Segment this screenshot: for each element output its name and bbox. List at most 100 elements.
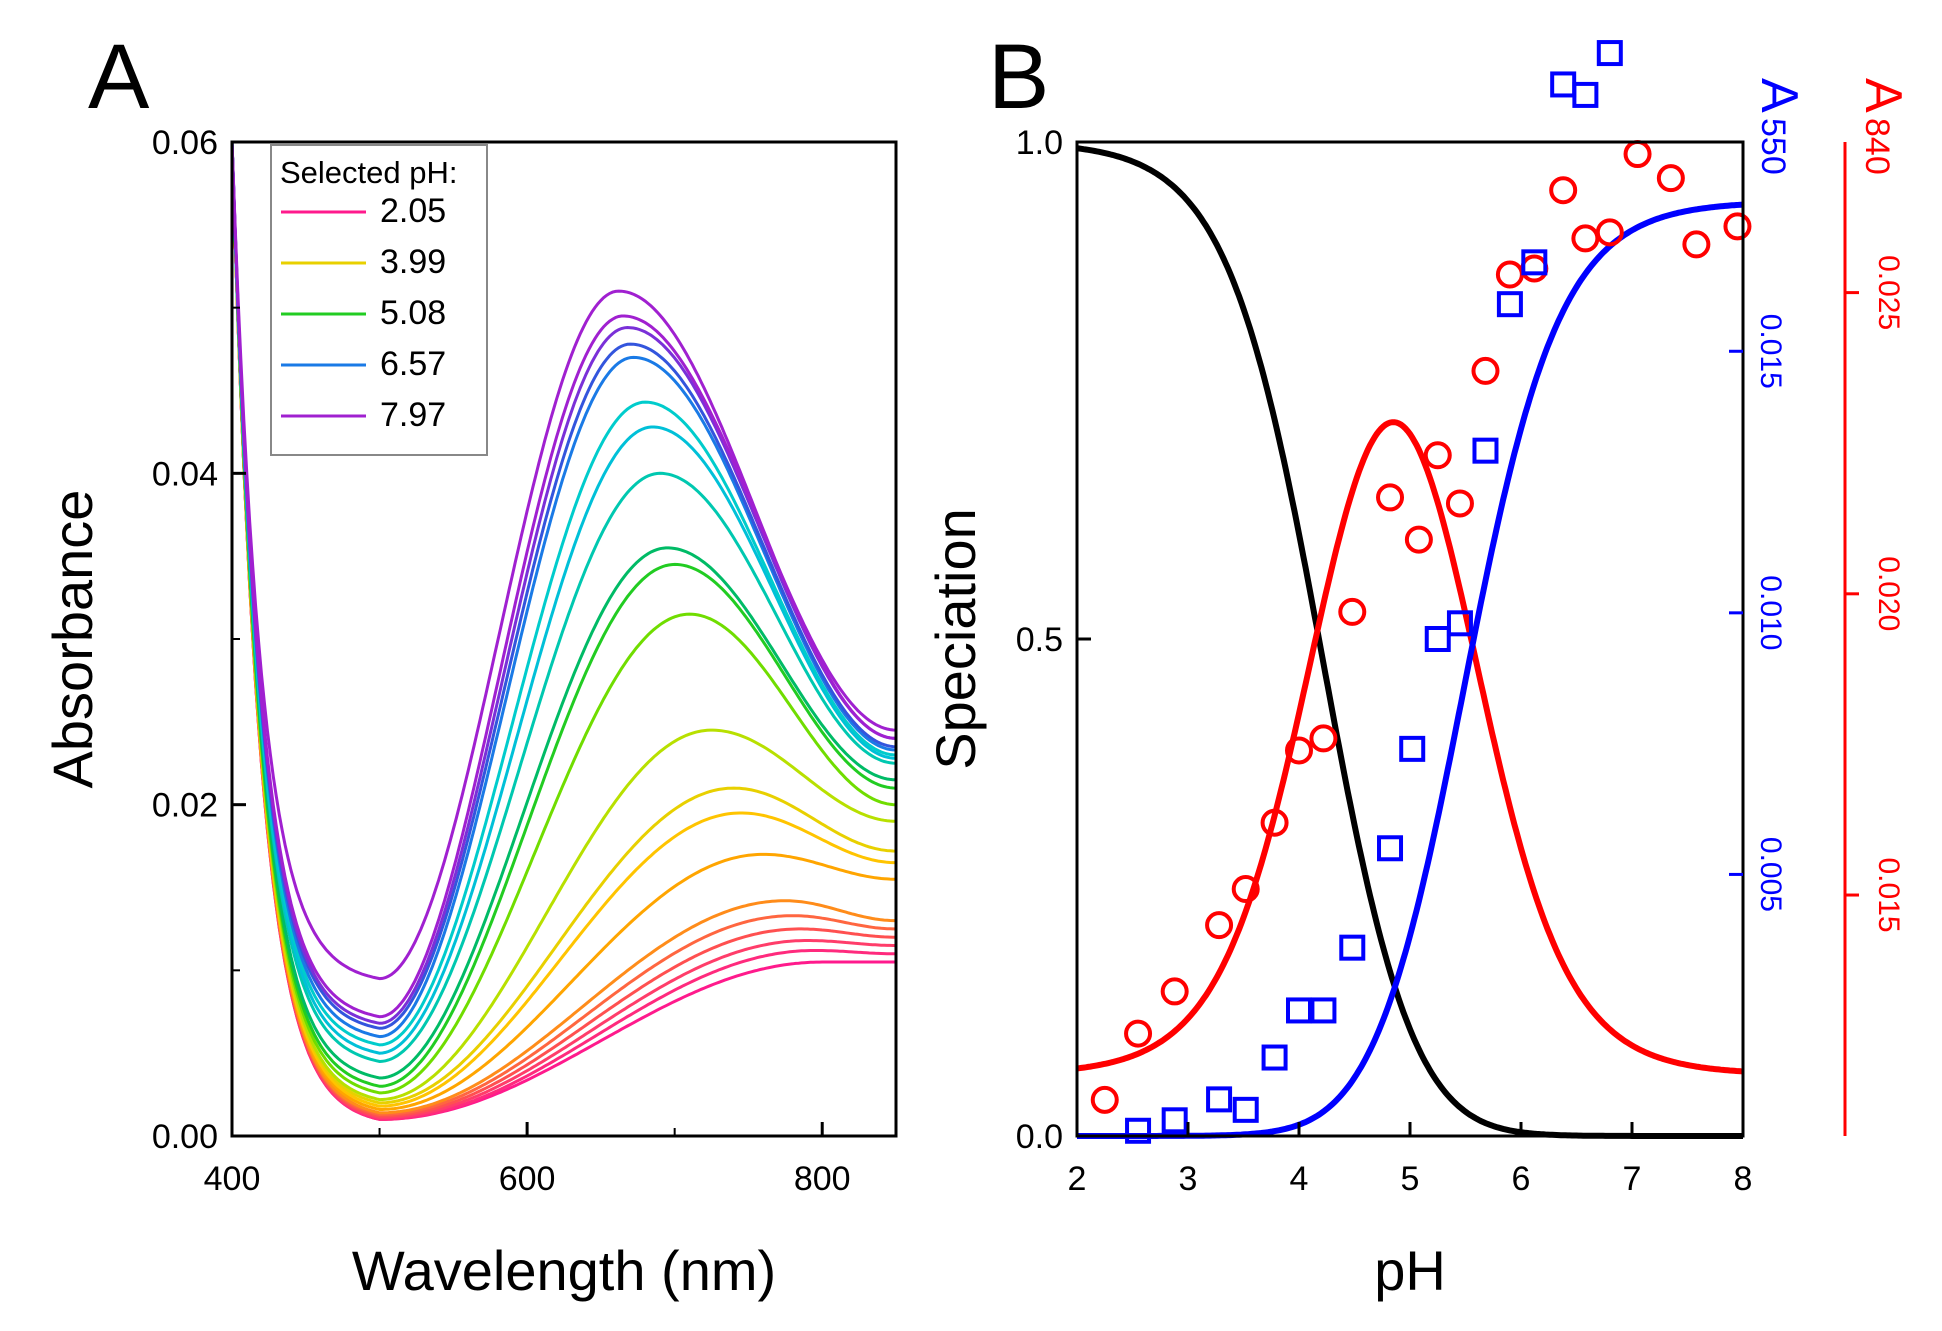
red-circle-point [1595,218,1624,247]
red-circle-point [1376,483,1405,512]
panel-b-ticks: 2 3 4 5 6 7 8 0.0 0.5 1.0 [1016,124,1753,1198]
red-circle-point [1495,260,1524,289]
y-tick-label: 0.06 [152,124,218,162]
red-circle-point [1471,356,1500,385]
red-circle-point [1205,911,1234,940]
spectrum-line-19 [230,141,897,1025]
blue-square-point [1261,1044,1288,1071]
red-circle-point [1404,525,1433,554]
red-circle-point [1090,1085,1119,1114]
spectrum-line-7 [230,141,896,1111]
blue-square-point [1496,291,1523,318]
spectrum-line-18 [230,141,897,1030]
blue-square-point [1424,626,1451,652]
spectrum-line-9 [230,141,897,1105]
spectrum-line-10 [230,141,896,1102]
x-tick-label: 4 [1290,1160,1309,1198]
red-circle-point [1520,254,1549,283]
blue-square-point [1310,997,1337,1024]
panel-a-x-axis-label: Wavelength (nm) [352,1239,776,1302]
blue-square-point [1572,81,1599,108]
red-axis-tick-label: 0.015 [1872,857,1905,932]
panel-a: A 400 600 800 0.00 0.02 0.04 0.06 Wavelength (… [41,26,898,1302]
blue-square-point [1339,934,1366,961]
blue-square-point [1206,1086,1233,1113]
y-tick-label: 0.04 [152,455,218,493]
spectrum-line-17 [230,141,897,1039]
panel-a-series [230,141,897,1121]
x-tick-label: 6 [1512,1160,1531,1198]
panel-b-label: B [988,26,1049,128]
blue-square-point [1446,610,1473,637]
blue-square-point [1550,71,1577,98]
fit-curve-HA2 [1076,145,1743,1139]
spectrum-line-13 [230,141,897,1080]
blue-axis-tick-label: 0.015 [1754,314,1787,389]
blue-square-point [1125,1117,1152,1144]
panel-a-ticks: 400 600 800 0.00 0.02 0.04 0.06 [152,124,851,1198]
spectrum-line-11 [230,141,897,1095]
x-tick-label: 7 [1623,1160,1642,1198]
spectrum-line-15 [230,141,897,1055]
y-tick-label: 0.00 [152,1118,218,1156]
red-axis-tick-label: 0.020 [1872,556,1905,631]
panel-b-x-axis-label: pH [1374,1239,1446,1302]
red-circle-point [1160,977,1189,1006]
y-tick-label: 0.02 [152,787,218,825]
spectrum-line-21 [230,141,897,981]
red-circle-point [1260,808,1289,837]
blue-square-point [1232,1096,1259,1123]
blue-square-point [1399,735,1426,762]
spectrum-line-16 [230,141,897,1047]
blue-axis-label: A [1750,78,1808,113]
panel-b-y-axis-label: Speciation [924,508,987,770]
red-circle-point [1309,724,1338,753]
spectrum-line-14 [230,141,897,1064]
red-circle-point [1656,164,1685,193]
red-axis-tick-label: 0.025 [1872,255,1905,330]
spectrum-line-8 [230,141,896,1108]
x-tick-label: 8 [1734,1160,1753,1198]
legend-entry-label: 6.57 [380,345,446,383]
red-circle-point [1623,140,1652,169]
x-tick-label: 800 [794,1160,851,1198]
panel-b: B 2 3 4 5 6 7 80.00.51.0 pH Speciation 0.0050.… [924,26,1912,1302]
spectrum-line-6 [230,141,896,1115]
red-circle-point [1231,875,1260,904]
blue-square-point [1377,835,1404,862]
fit-curve-A2- [1077,201,1744,1139]
legend-title: Selected pH: [280,155,458,190]
red-circle-point [1723,212,1752,241]
panel-b-plot [1076,40,1752,1144]
blue-axis-tick-label: 0.005 [1754,837,1787,912]
fit-curve-HA- [1076,419,1744,1075]
panel-a-y-axis-label: Absorbance [41,490,104,789]
red-circle-point [1571,224,1600,253]
blue-axis-tick-label: 0.010 [1754,575,1787,650]
red-circle-point [1682,230,1711,259]
blue-square-point [1596,40,1623,67]
red-circle-point [1445,489,1474,518]
spectrum-line-12 [230,141,897,1088]
blue-square-point [1161,1107,1188,1134]
legend-entries: 2.05 3.99 5.08 6.57 7.97 [281,192,446,434]
y-tick-label: 1.0 [1016,124,1063,162]
red-axis-label: A [1854,78,1912,113]
red-circle-point [1423,441,1452,470]
red-circle-point [1285,736,1313,765]
panel-b-right-axes: 0.005 0.010 0.015 A 550 0.015 0.020 0.025 A 840 [1729,78,1912,1136]
red-circle-point [1124,1019,1153,1048]
legend-entry-label: 2.05 [380,192,446,230]
x-tick-label: 2 [1068,1160,1087,1198]
y-tick-label: 0.0 [1016,1118,1063,1156]
blue-square-point [1521,249,1548,276]
panel-a-legend: Selected pH: 2.05 3.99 5.08 6.57 7.97 [270,144,488,456]
red-circle-point [1549,176,1578,205]
x-tick-label: 400 [204,1160,261,1198]
panel-a-label: A [88,26,150,128]
blue-axis-label-sub: 550 [1754,118,1792,175]
x-tick-label: 5 [1401,1160,1420,1198]
blue-square-point [1472,437,1499,464]
panel-b-frame [1075,140,1745,1138]
